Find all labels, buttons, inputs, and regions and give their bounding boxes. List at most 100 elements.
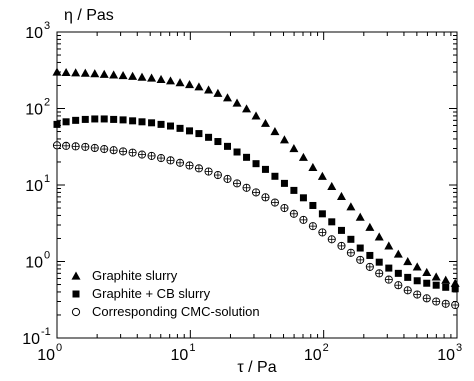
x-tick-label-exp: 3 <box>456 342 462 354</box>
legend-label: Graphite + CB slurry <box>92 286 211 301</box>
data-point <box>327 235 336 244</box>
legend-marker <box>71 271 81 280</box>
data-point <box>176 124 184 132</box>
x-tick-label: 10 1 <box>171 342 196 364</box>
y-tick-label-base: 10 <box>25 178 43 195</box>
data-point <box>451 285 459 293</box>
data-point <box>205 133 213 141</box>
data-point <box>53 120 61 128</box>
data-point <box>280 203 289 213</box>
data-point <box>80 68 90 77</box>
legend-entry: Graphite + CB slurry <box>72 286 211 301</box>
data-point <box>384 241 394 250</box>
data-point <box>224 142 232 150</box>
data-point <box>167 122 175 130</box>
data-point <box>299 194 307 202</box>
x-tick-label-base: 10 <box>437 347 455 364</box>
data-point <box>166 76 176 85</box>
data-point <box>251 111 261 120</box>
data-point <box>91 115 99 123</box>
legend-label: Graphite slurry <box>92 268 178 283</box>
data-point <box>336 191 346 200</box>
data-point <box>365 222 375 231</box>
data-point <box>175 78 185 87</box>
data-point <box>385 264 393 272</box>
data-point <box>232 98 242 107</box>
data-point <box>394 281 403 290</box>
data-point <box>90 69 100 78</box>
data-point <box>356 244 364 252</box>
x-tick-label-base: 10 <box>37 347 55 364</box>
data-point <box>317 171 327 180</box>
data-point <box>404 273 412 281</box>
data-point <box>346 202 356 211</box>
data-point <box>289 209 298 218</box>
data-point <box>52 141 62 150</box>
y-tick-label: 10 3 <box>25 20 50 42</box>
data-point <box>260 118 270 127</box>
data-point <box>99 69 109 78</box>
data-point <box>110 115 118 123</box>
data-point <box>337 226 345 234</box>
data-point <box>422 267 432 277</box>
data-point <box>374 232 384 241</box>
data-point <box>118 71 128 80</box>
data-point <box>129 117 137 125</box>
data-point <box>261 165 269 173</box>
data-point <box>318 228 327 237</box>
data-point <box>328 218 336 226</box>
data-point <box>147 151 156 160</box>
y-tick-label: 10 -1 <box>22 326 51 348</box>
x-tick-label-base: 10 <box>304 347 322 364</box>
data-point <box>412 262 422 271</box>
x-axis-label: τ / Pa <box>237 359 276 376</box>
data-point <box>441 299 450 308</box>
y-tick-label: 10 2 <box>25 97 50 119</box>
data-point <box>232 179 242 188</box>
data-point <box>62 141 71 150</box>
data-point <box>61 67 71 77</box>
y-tick-label-base: 10 <box>25 102 43 119</box>
data-point <box>157 120 165 128</box>
data-point <box>71 142 80 151</box>
data-point <box>366 251 374 259</box>
data-point <box>450 278 460 287</box>
data-point <box>213 88 223 97</box>
legend-entry: Corresponding CMC-solution <box>71 304 260 319</box>
data-point <box>365 262 374 271</box>
x-tick-label-exp: 2 <box>323 342 329 354</box>
data-point <box>441 275 451 284</box>
data-point <box>90 143 99 153</box>
data-point <box>337 241 346 250</box>
x-tick-label-base: 10 <box>171 347 189 364</box>
data-point <box>375 258 383 266</box>
data-point <box>318 210 326 218</box>
series-1 <box>52 67 460 287</box>
data-point <box>100 145 109 154</box>
data-point <box>147 73 157 82</box>
data-point <box>279 135 289 144</box>
data-point <box>413 290 422 299</box>
data-point <box>308 162 318 171</box>
legend-label: Corresponding CMC-solution <box>92 304 260 319</box>
data-point <box>261 193 270 202</box>
data-point <box>270 127 280 136</box>
data-point <box>298 152 308 161</box>
data-point <box>403 286 412 295</box>
data-point <box>100 115 108 123</box>
points-layer <box>52 67 460 310</box>
data-point <box>413 277 421 285</box>
data-point <box>432 297 441 306</box>
data-point <box>280 179 288 187</box>
data-point <box>71 68 81 77</box>
data-point <box>204 85 214 94</box>
data-point <box>214 138 222 146</box>
data-point <box>242 183 251 192</box>
data-point <box>204 167 213 176</box>
data-point <box>233 148 241 156</box>
legend-entry: Graphite slurry <box>71 268 178 283</box>
data-point <box>422 294 431 303</box>
data-point <box>252 160 260 168</box>
data-point <box>346 248 355 257</box>
